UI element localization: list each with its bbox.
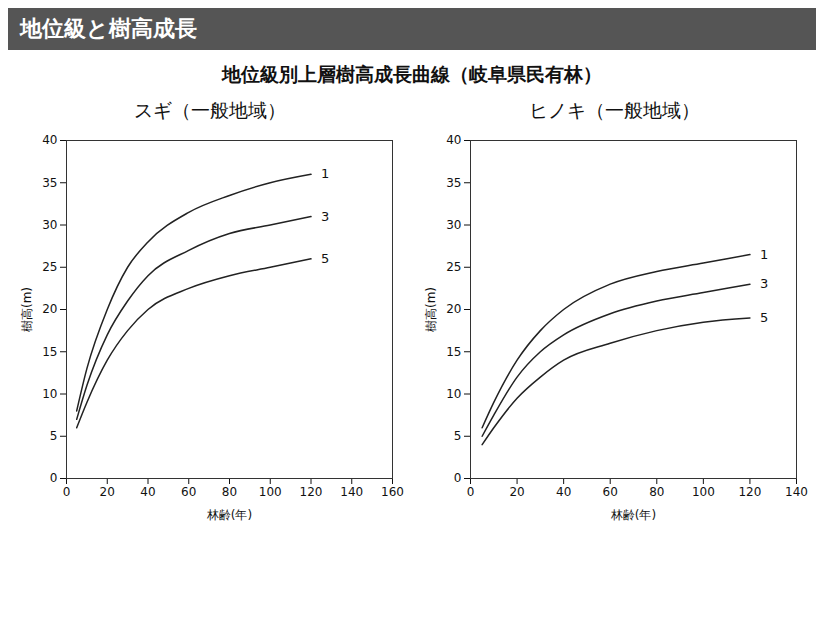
- svg-text:60: 60: [181, 485, 196, 499]
- svg-text:60: 60: [603, 485, 618, 499]
- svg-text:30: 30: [446, 218, 461, 232]
- svg-text:10: 10: [446, 387, 461, 401]
- svg-text:100: 100: [259, 485, 282, 499]
- svg-text:40: 40: [556, 485, 571, 499]
- svg-text:0: 0: [467, 485, 475, 499]
- svg-text:40: 40: [42, 133, 57, 147]
- svg-text:10: 10: [42, 387, 57, 401]
- svg-text:30: 30: [42, 218, 57, 232]
- svg-text:樹高(m): 樹高(m): [20, 287, 34, 332]
- svg-text:5: 5: [454, 429, 462, 443]
- svg-text:林齢(年): 林齢(年): [206, 508, 252, 522]
- svg-text:5: 5: [760, 310, 768, 325]
- svg-text:15: 15: [446, 345, 461, 359]
- svg-text:3: 3: [760, 276, 768, 291]
- svg-text:15: 15: [42, 345, 57, 359]
- svg-text:80: 80: [222, 485, 237, 499]
- svg-text:140: 140: [785, 485, 808, 499]
- svg-text:5: 5: [50, 429, 58, 443]
- svg-text:0: 0: [50, 471, 58, 485]
- svg-text:35: 35: [446, 176, 461, 190]
- svg-text:120: 120: [300, 485, 323, 499]
- svg-text:林齢(年): 林齢(年): [610, 508, 656, 522]
- svg-text:35: 35: [42, 176, 57, 190]
- svg-text:100: 100: [692, 485, 715, 499]
- svg-text:20: 20: [509, 485, 524, 499]
- svg-text:80: 80: [649, 485, 664, 499]
- html-text:地位級別上層樹高成長曲線（岐阜県民有林）: 地位級別上層樹高成長曲線（岐阜県民有林）: [222, 63, 602, 85]
- svg-text:20: 20: [100, 485, 115, 499]
- svg-text:5: 5: [321, 251, 329, 266]
- svg-text:140: 140: [340, 485, 363, 499]
- svg-text:20: 20: [446, 302, 461, 316]
- svg-text:25: 25: [42, 260, 57, 274]
- svg-text:0: 0: [63, 485, 71, 499]
- svg-text:3: 3: [321, 209, 329, 224]
- svg-text:25: 25: [446, 260, 461, 274]
- svg-text:40: 40: [140, 485, 155, 499]
- html-text:ヒノキ（一般地域）: ヒノキ（一般地域）: [528, 99, 700, 121]
- svg-text:0: 0: [454, 471, 462, 485]
- svg-text:120: 120: [738, 485, 761, 499]
- svg-text:樹高(m): 樹高(m): [424, 287, 438, 332]
- html-text:スギ（一般地域）: スギ（一般地域）: [134, 99, 286, 121]
- svg-text:20: 20: [42, 302, 57, 316]
- svg-text:40: 40: [446, 133, 461, 147]
- svg-text:160: 160: [381, 485, 404, 499]
- svg-text:1: 1: [760, 247, 768, 262]
- html-text:地位級と樹高成長: 地位級と樹高成長: [20, 16, 197, 41]
- svg-text:1: 1: [321, 166, 329, 181]
